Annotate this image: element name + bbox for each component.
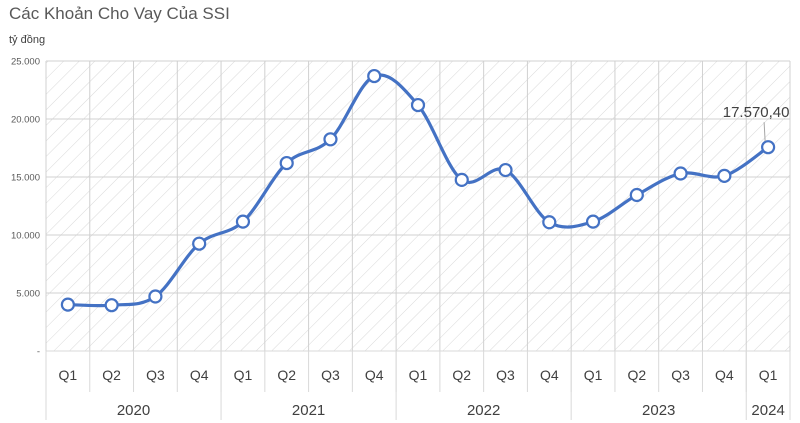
x-tick-label: Q2 <box>452 367 471 383</box>
y-tick-label: 15.000 <box>11 173 40 184</box>
x-tick-label: Q4 <box>365 367 384 383</box>
y-tick-label: 5.000 <box>16 289 40 300</box>
data-point <box>673 166 688 181</box>
data-point <box>367 68 382 84</box>
data-point <box>235 214 251 229</box>
data-point <box>542 215 557 230</box>
x-tick-label: Q2 <box>627 367 646 383</box>
x-tick-label: Q3 <box>146 367 165 383</box>
data-point <box>498 162 513 178</box>
data-label: 17.570,40 <box>723 104 790 121</box>
x-tick-label: Q1 <box>409 367 428 383</box>
y-tick-label: 25.000 <box>11 57 40 68</box>
data-point <box>323 132 338 147</box>
year-label: 2021 <box>292 402 325 419</box>
data-point <box>60 297 75 312</box>
year-label: 2020 <box>117 402 150 419</box>
x-tick-label: Q1 <box>584 367 603 383</box>
y-tick-label: 20.000 <box>11 115 40 126</box>
x-tick-label: Q2 <box>277 367 296 383</box>
x-tick-label: Q1 <box>759 367 778 383</box>
data-point <box>717 168 732 183</box>
x-tick-label: Q2 <box>102 367 121 383</box>
y-tick-label: 10.000 <box>11 231 40 242</box>
chart-title: Các Khoản Cho Vay Của SSI <box>9 4 230 23</box>
data-point <box>585 214 601 229</box>
data-point <box>148 289 163 304</box>
data-label-leader <box>763 122 766 142</box>
data-point <box>761 140 776 155</box>
x-tick-label: Q4 <box>540 367 559 383</box>
data-point <box>192 236 207 251</box>
x-tick-label: Q3 <box>671 367 690 383</box>
unit-label: tỷ đồng <box>9 34 46 46</box>
data-point <box>410 97 426 113</box>
year-label: 2022 <box>467 402 500 419</box>
year-label: 2024 <box>751 402 784 419</box>
x-tick-label: Q1 <box>59 367 78 383</box>
data-point <box>454 172 469 187</box>
data-point <box>104 298 119 313</box>
x-tick-label: Q3 <box>496 367 515 383</box>
x-tick-label: Q1 <box>234 367 253 383</box>
y-tick-label: - <box>37 347 40 358</box>
x-tick-label: Q3 <box>321 367 340 383</box>
data-point <box>279 155 294 171</box>
data-point <box>629 187 644 203</box>
x-tick-label: Q4 <box>715 367 734 383</box>
year-label: 2023 <box>642 402 675 419</box>
x-tick-label: Q4 <box>190 367 209 383</box>
